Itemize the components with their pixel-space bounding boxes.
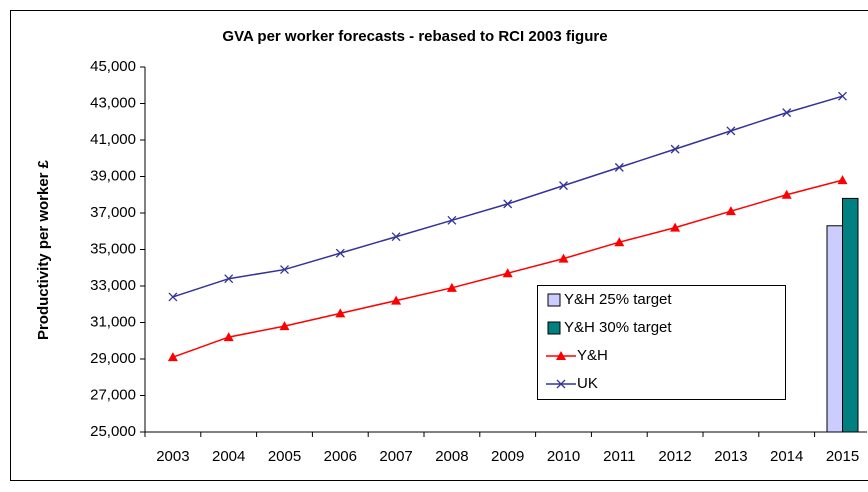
point-marker: [279, 321, 290, 331]
y-tick-label: 41,000: [90, 131, 136, 148]
y-tick-label: 25,000: [90, 423, 136, 440]
x-tick-label: 2008: [435, 448, 468, 465]
point-marker: [224, 274, 234, 284]
bar: [826, 225, 843, 433]
legend: [537, 285, 786, 400]
y-tick-label: 37,000: [90, 204, 136, 221]
point-marker: [559, 181, 568, 191]
x-tick-label: 2013: [714, 448, 747, 465]
point-marker: [167, 352, 178, 362]
point-marker: [446, 282, 457, 292]
point-marker: [670, 144, 680, 154]
legend-marker: [556, 379, 566, 389]
point-marker: [391, 232, 401, 242]
x-tick-label: 2007: [379, 448, 412, 465]
point-marker: [447, 215, 457, 225]
point-marker: [168, 292, 178, 302]
point-marker: [725, 206, 736, 216]
legend-label: Y&H 25% target: [564, 291, 672, 308]
point-marker: [502, 268, 513, 278]
x-tick-label: 2005: [268, 448, 301, 465]
x-tick-label: 2015: [826, 448, 859, 465]
x-tick-label: 2011: [603, 448, 635, 465]
bar: [842, 197, 859, 433]
point-marker: [726, 126, 736, 136]
x-tick-label: 2014: [770, 448, 803, 465]
point-marker: [670, 222, 681, 232]
x-tick-label: 2012: [658, 448, 691, 465]
y-tick-label: 33,000: [90, 277, 136, 294]
x-tick-label: 2009: [491, 448, 524, 465]
y-tick-label: 35,000: [90, 240, 136, 257]
point-marker: [503, 199, 513, 209]
point-marker: [782, 108, 792, 118]
chart-title: GVA per worker forecasts - rebased to RC…: [222, 28, 607, 45]
x-tick-label: 2006: [324, 448, 357, 465]
legend-marker: [556, 351, 566, 360]
point-marker: [614, 162, 624, 172]
point-marker: [837, 175, 848, 185]
y-tick-label: 29,000: [90, 350, 136, 367]
y-tick-label: 43,000: [90, 94, 136, 111]
legend-label: Y&H: [577, 347, 608, 364]
legend-label: Y&H 30% target: [564, 319, 672, 336]
legend-swatch: [547, 321, 561, 335]
y-tick-label: 31,000: [90, 313, 136, 330]
y-axis-label: Productivity per worker £: [35, 159, 52, 340]
y-tick-label: 27,000: [90, 386, 136, 403]
point-marker: [223, 332, 234, 342]
x-tick-label: 2003: [156, 448, 189, 465]
legend-swatch: [547, 293, 561, 307]
point-marker: [781, 189, 792, 199]
point-marker: [335, 248, 345, 258]
legend-label: UK: [577, 375, 598, 392]
y-tick-label: 45,000: [90, 58, 136, 75]
point-marker: [838, 91, 847, 101]
point-marker: [335, 308, 346, 318]
x-tick-label: 2004: [212, 448, 245, 465]
y-tick-label: 39,000: [90, 167, 136, 184]
point-marker: [280, 265, 289, 275]
chart-border: [10, 10, 868, 481]
point-marker: [614, 237, 625, 247]
x-tick-label: 2010: [547, 448, 580, 465]
point-marker: [391, 295, 402, 305]
point-marker: [558, 253, 569, 263]
